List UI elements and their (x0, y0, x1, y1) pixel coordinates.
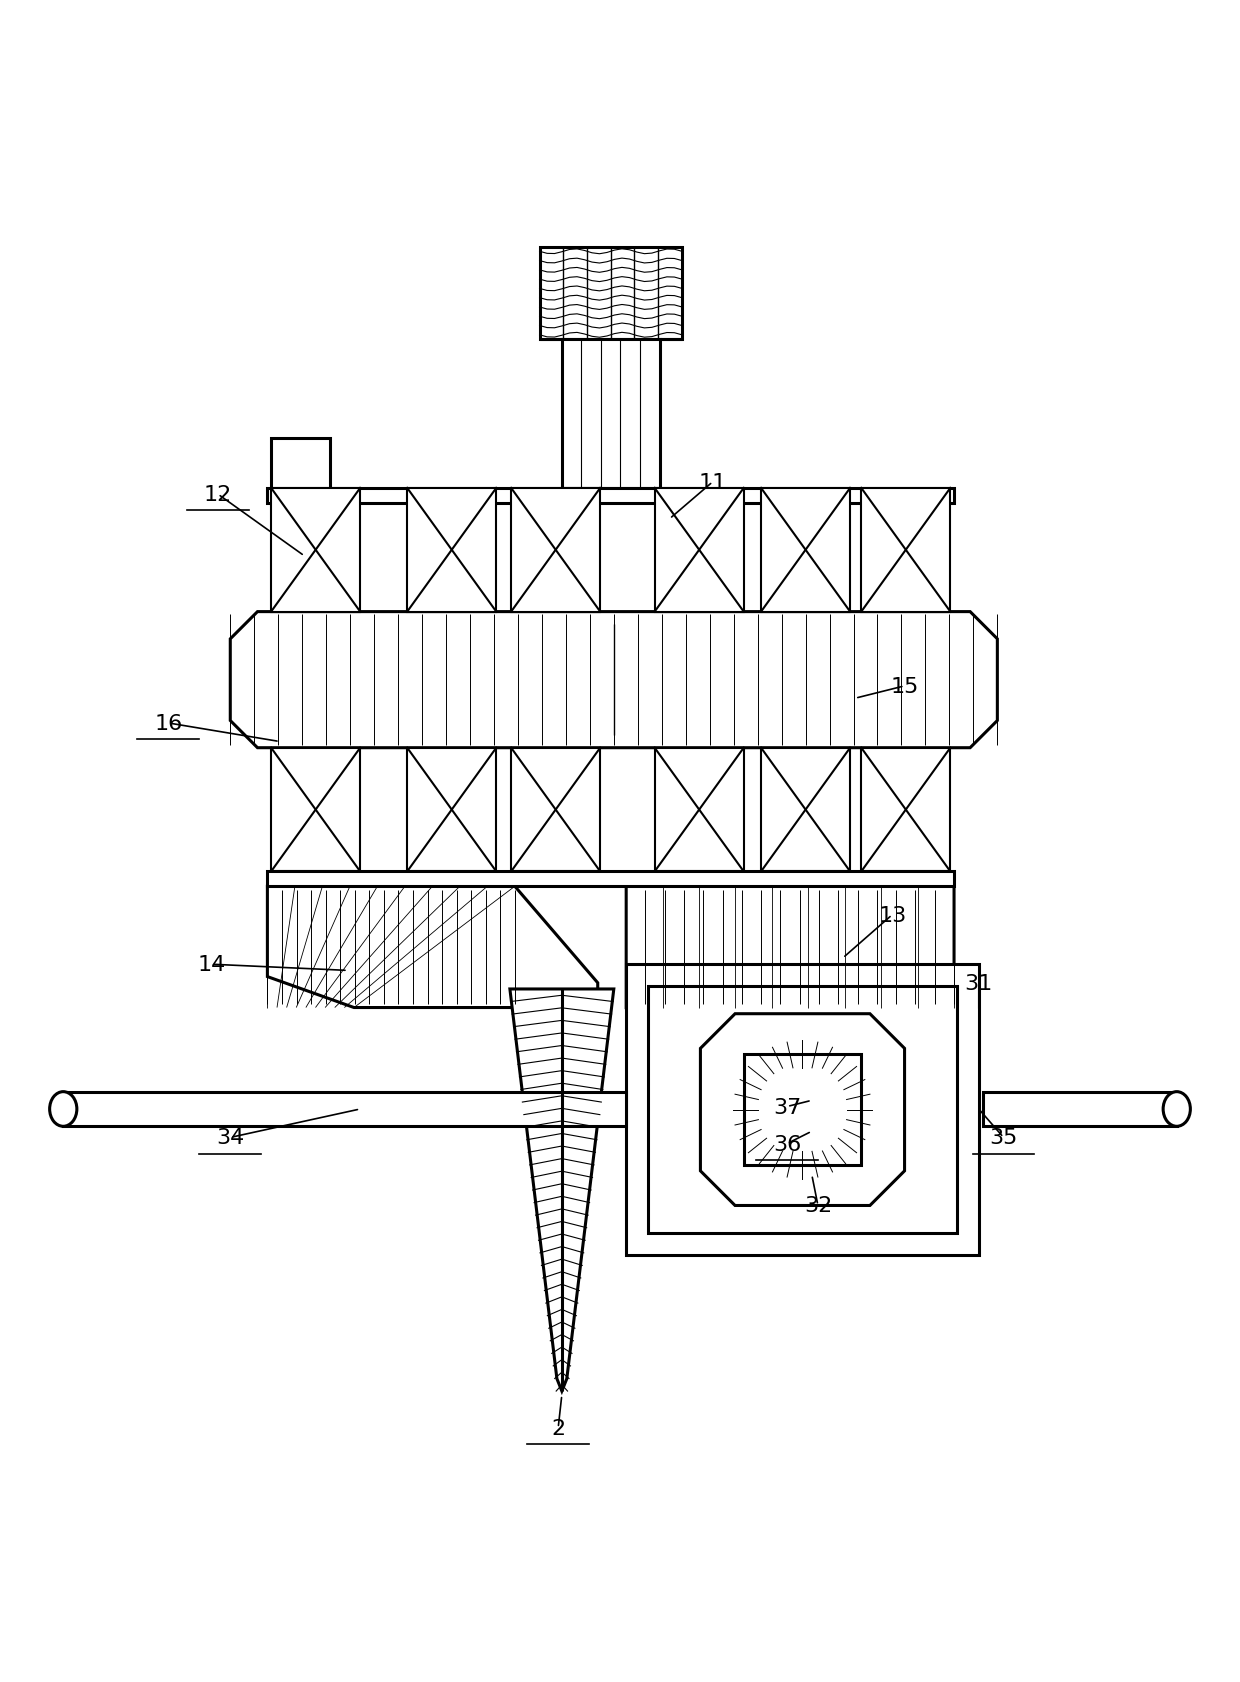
Text: 2: 2 (551, 1418, 565, 1438)
Bar (268, 871, 954, 886)
Bar (562, 340, 660, 488)
Text: 37: 37 (773, 1097, 801, 1117)
Text: 34: 34 (216, 1127, 244, 1147)
Ellipse shape (1163, 1092, 1190, 1127)
Bar (272, 748, 360, 871)
Bar (407, 748, 496, 871)
Bar (626, 965, 978, 1255)
Bar (982, 1092, 1177, 1127)
Text: 12: 12 (203, 484, 232, 505)
Text: 31: 31 (965, 974, 993, 992)
Bar (272, 488, 360, 612)
Bar (744, 1055, 862, 1166)
Bar (655, 748, 744, 871)
Text: 32: 32 (804, 1196, 832, 1216)
Polygon shape (231, 612, 997, 748)
Text: 13: 13 (878, 905, 906, 925)
Bar (539, 247, 682, 340)
Bar (511, 748, 600, 871)
Bar (761, 488, 851, 612)
Bar (511, 488, 600, 612)
Polygon shape (626, 886, 954, 1008)
Text: 11: 11 (698, 473, 727, 493)
Bar (761, 748, 851, 871)
Bar (268, 488, 954, 503)
Bar (63, 1092, 626, 1127)
Polygon shape (701, 1014, 904, 1206)
Ellipse shape (50, 1092, 77, 1127)
Text: 14: 14 (197, 955, 226, 974)
Polygon shape (268, 886, 598, 1008)
Bar (649, 987, 956, 1233)
Bar (655, 488, 744, 612)
Bar (862, 488, 950, 612)
Text: 15: 15 (890, 676, 919, 696)
Polygon shape (510, 989, 614, 1391)
Bar (407, 488, 496, 612)
Text: 35: 35 (990, 1127, 1018, 1147)
Text: 36: 36 (773, 1134, 801, 1154)
Bar (272, 439, 331, 503)
Bar (862, 748, 950, 871)
Text: 16: 16 (154, 713, 182, 733)
